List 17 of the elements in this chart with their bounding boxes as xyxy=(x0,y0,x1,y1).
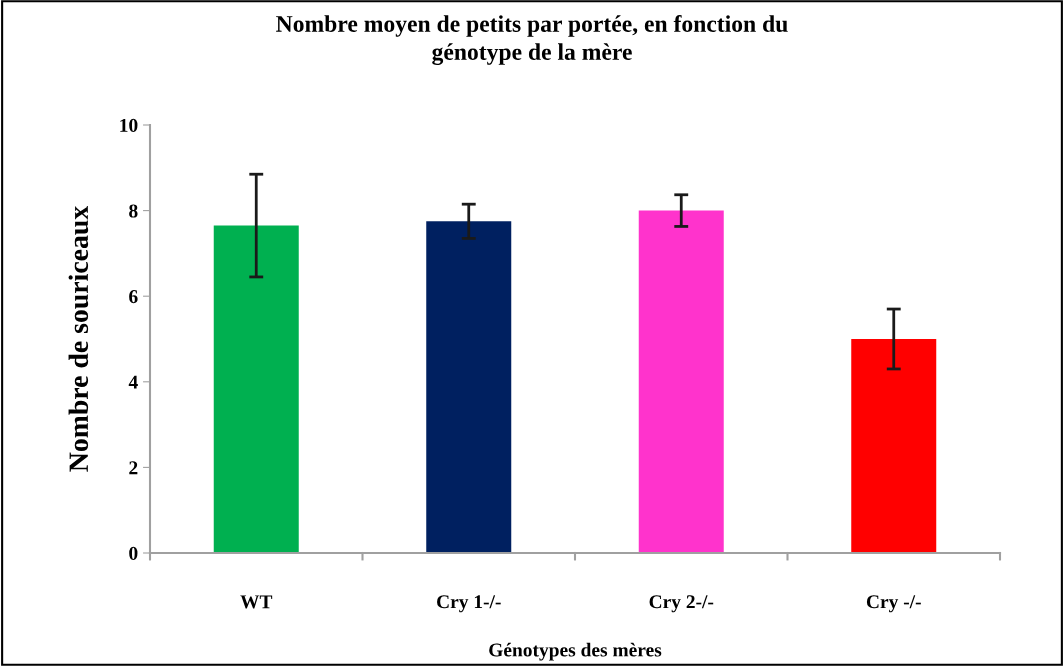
y-tick-label: 8 xyxy=(129,204,138,218)
y-tick-label: 0 xyxy=(129,546,138,560)
x-tick-label: Cry 1-/- xyxy=(437,595,501,613)
x-tick-label: WT xyxy=(240,595,273,609)
y-tick-label: 6 xyxy=(129,290,138,304)
y-tick-label: 2 xyxy=(129,461,138,475)
y-axis-title: Nombre de souriceaux xyxy=(68,205,89,472)
x-tick-label: Cry -/- xyxy=(866,595,921,613)
bar xyxy=(426,221,512,553)
x-axis-title: Génotypes des mères xyxy=(489,642,662,661)
bar xyxy=(851,339,937,553)
chart-title: Nombre moyen de petits par portée, en fonction du génotype de la mère xyxy=(276,15,788,65)
bar xyxy=(213,225,299,553)
y-tick-label: 10 xyxy=(120,118,138,132)
y-tick-label: 4 xyxy=(128,375,138,389)
x-tick-label: Cry 2-/- xyxy=(649,595,714,613)
bar xyxy=(638,210,724,553)
